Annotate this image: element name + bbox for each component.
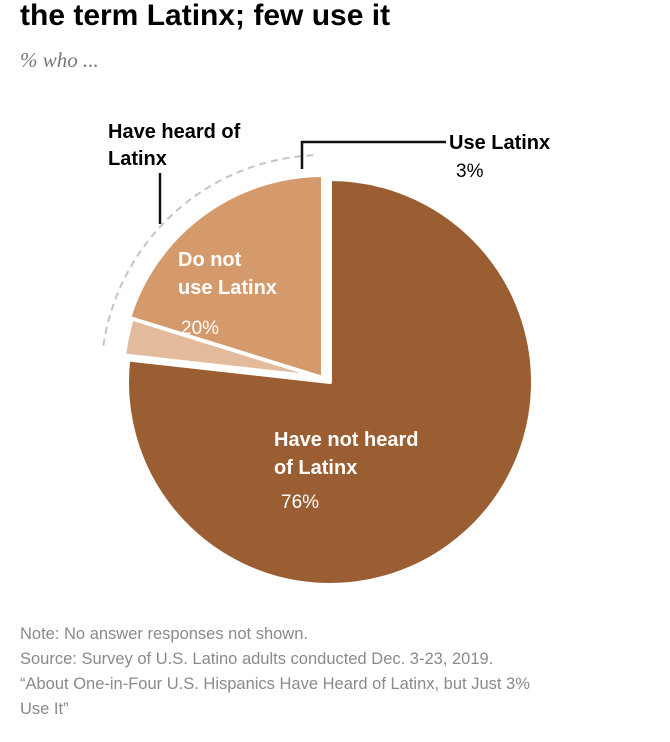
pie-slices	[122, 173, 535, 587]
have-heard-label: Have heard of Latinx	[108, 121, 246, 170]
report-title-line1: “About One-in-Four U.S. Hispanics Have H…	[20, 675, 530, 693]
have-heard-label-line1: Have heard of	[108, 121, 241, 143]
use-latinx-leader-line	[300, 140, 446, 169]
do-not-use-value: 20%	[181, 318, 219, 339]
use-latinx-value: 3%	[456, 161, 484, 182]
report-title-line2: Use It”	[20, 700, 69, 718]
have-not-heard-slice	[125, 177, 535, 587]
have-not-heard-value: 76%	[281, 492, 319, 513]
pie-chart: Have heard of Latinx Use Latinx 3% Do no…	[102, 121, 550, 587]
have-not-heard-label-line2: of Latinx	[274, 457, 357, 479]
footnotes: Note: No answer responses not shown. Sou…	[20, 622, 650, 722]
do-not-use-label: Do not use Latinx	[178, 249, 277, 299]
chart-title: the term Latinx; few use it	[20, 0, 391, 32]
have-heard-label-line2: Latinx	[108, 148, 167, 170]
have-heard-group-arc	[102, 154, 317, 346]
source-text: Source: Survey of U.S. Latino adults con…	[20, 650, 494, 668]
use-latinx-label-line1: Use Latinx	[449, 132, 550, 154]
do-not-use-label-line1: Do not	[178, 249, 242, 271]
do-not-use-label-line2: use Latinx	[178, 277, 277, 299]
note-text: Note: No answer responses not shown.	[20, 625, 308, 643]
have-not-heard-label: Have not heard of Latinx	[274, 429, 424, 479]
have-not-heard-label-line1: Have not heard	[274, 429, 418, 451]
do-not-use-slice	[127, 173, 325, 380]
chart-subtitle: % who ...	[20, 48, 99, 72]
use-latinx-label: Use Latinx	[449, 132, 550, 154]
